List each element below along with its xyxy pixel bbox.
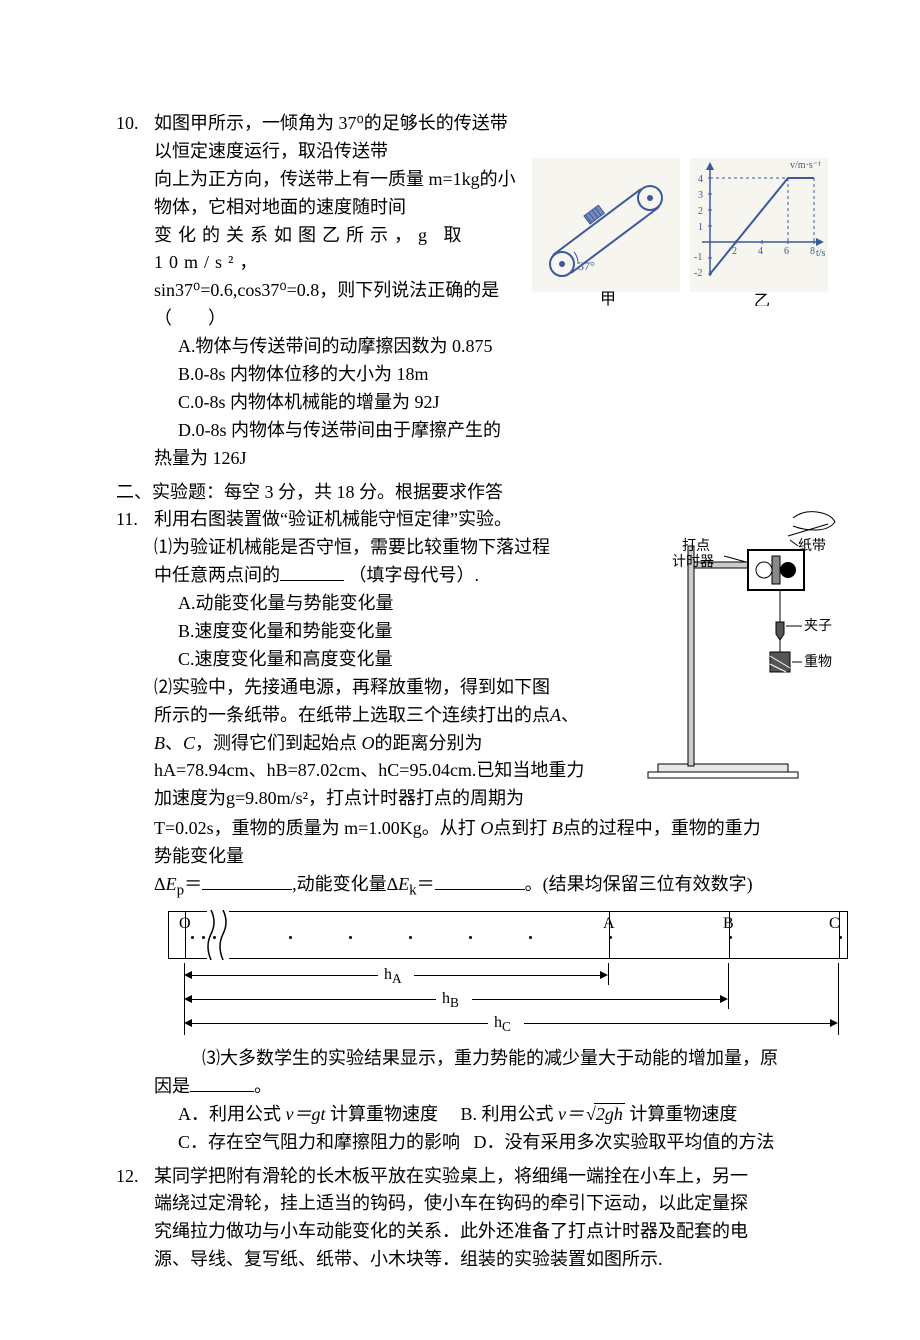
tape-diagram: O A B C (168, 911, 848, 1041)
q11-p1-l2-text: 中任意两点间的 (154, 565, 280, 585)
dim-hA: hA (378, 963, 408, 990)
q12-number: 12. (116, 1163, 154, 1275)
blank-Ep (202, 871, 292, 890)
dim-hB: hB (436, 987, 465, 1014)
angle-label: 37° (578, 259, 595, 273)
t1: ，测得它们到起始点 (195, 733, 357, 753)
svg-text:-1: -1 (694, 252, 702, 263)
q12-l1: 某同学把附有滑轮的长木板平放在实验桌上，将细绳一端拴在小车上，另一 (154, 1163, 830, 1191)
q11-number: 11. (116, 506, 154, 1156)
dim-hC: hC (488, 1011, 517, 1038)
q10-number: 10. (116, 110, 154, 473)
var-C: C (183, 733, 195, 753)
question-10: 10. (116, 110, 830, 473)
blank-Ek (435, 871, 525, 890)
q11-p3-opts-row1: A．利用公式 v＝gt 计算重物速度 B. 利用公式 v＝ 2gh 计算重物速度 (178, 1101, 848, 1129)
svg-text:2: 2 (732, 246, 737, 257)
svg-text:3: 3 (698, 190, 703, 201)
svg-text:v/m·s⁻¹: v/m·s⁻¹ (790, 160, 821, 171)
p3A-b: 计算重物速度 (330, 1104, 438, 1124)
q10-body: 37° 甲 (154, 110, 830, 473)
fig-left-label: 甲 (600, 291, 616, 306)
svg-text:重物: 重物 (804, 654, 832, 670)
fig-right-label: 乙 (754, 293, 770, 306)
mid: ,动能变化量 (292, 874, 387, 894)
p3A-f: v＝gt (281, 1104, 330, 1124)
q11-p2-l2-sep: 、 (561, 705, 579, 725)
q10-optB: B.0-8s 内物体位移的大小为 18m (178, 361, 830, 389)
var-O: O (357, 733, 375, 753)
p3C: C．存在空气阻力和摩擦阻力的影响 (178, 1132, 460, 1152)
q12-l4: 源、导线、复写纸、纸带、小木块等．组装的实验装置如图所示. (154, 1246, 830, 1274)
eq2: ＝ (417, 874, 435, 894)
q11-p3-l2: 因是 。 (154, 1073, 848, 1101)
q10-optD: D.0-8s 内物体与传送带间由于摩擦产生的 (178, 417, 830, 445)
svg-text:计时器: 计时器 (672, 554, 714, 570)
q12-l3: 究绳拉力做功与小车动能变化的关系．此外还准备了打点计时器及配套的电 (154, 1218, 830, 1246)
q11-p3-opts-row2: C．存在空气阻力和摩擦阻力的影响 D．没有采用多次实验取平均值的方法 (178, 1129, 848, 1157)
q11-p2-l2t: 所示的一条纸带。在纸带上选取三个连续打出的点 (154, 705, 550, 725)
svg-text:1: 1 (698, 222, 703, 233)
l6o: O (476, 818, 494, 838)
q10-optA: A.物体与传送带间的动摩擦因数为 0.875 (178, 333, 830, 361)
p3B-b: 计算重物速度 (625, 1104, 738, 1124)
section-2-heading: 二、实验题：每空 3 分，共 18 分。根据要求作答 (116, 479, 830, 507)
Ek-E: E (398, 874, 409, 894)
svg-text:t/s: t/s (816, 248, 826, 259)
svg-text:4: 4 (758, 246, 763, 257)
blank-reason (190, 1073, 254, 1092)
p3D: D．没有采用多次实验取平均值的方法 (474, 1132, 775, 1152)
p3B-rad: 2gh (594, 1103, 625, 1124)
q11-p2-l7: 势能变化量 (154, 843, 848, 871)
l6a: T=0.02s，重物的质量为 m=1.00Kg。从打 (154, 818, 476, 838)
l6b: 点到打 (493, 818, 547, 838)
q11-p3-l1: ⑶大多数学生的实验结果显示，重力势能的减少量大于动能的增加量，原 (202, 1045, 848, 1073)
question-11: 11. 纸带 (116, 506, 830, 1156)
svg-text:4: 4 (698, 174, 703, 185)
svg-text:夹子: 夹子 (804, 618, 832, 634)
q11-p2-l2-A: A (550, 705, 561, 725)
var-B: B (154, 733, 165, 753)
Ek-sub: k (409, 883, 417, 899)
Ep-sub: p (177, 883, 185, 899)
l8end: 。(结果均保留三位有效数字) (525, 874, 753, 894)
blank-1 (280, 562, 344, 581)
eq1: ＝ (184, 874, 202, 894)
question-12: 12. 某同学把附有滑轮的长木板平放在实验桌上，将细绳一端拴在小车上，另一 端绕… (116, 1163, 830, 1275)
q10-optC: C.0-8s 内物体机械能的增量为 92J (178, 389, 830, 417)
svg-text:-2: -2 (694, 268, 702, 279)
l6bb: B (547, 818, 563, 838)
q11-apparatus: 纸带 (628, 506, 848, 815)
p3B-f: v＝ (554, 1104, 585, 1124)
t2: 的距离分别为 (375, 733, 483, 753)
l6c: 点的过程中，重物的重力 (563, 818, 761, 838)
q11-p2-l8: ΔEp＝,动能变化量ΔEk＝。(结果均保留三位有效数字) (154, 871, 848, 903)
Ep-E: E (166, 874, 177, 894)
exam-page: 10. (0, 0, 920, 1340)
q12-l2: 端绕过定滑轮，挂上适当的钩码，使小车在钩码的牵引下运动，以此定量探 (154, 1190, 830, 1218)
svg-text:8: 8 (810, 246, 815, 257)
p3A-a: A．利用公式 (178, 1104, 281, 1124)
p3l2a: 因是 (154, 1076, 190, 1096)
q10-optD2: 热量为 126J (154, 445, 830, 473)
tape-break-icon (207, 910, 229, 960)
q11-p2-l6: T=0.02s，重物的质量为 m=1.00Kg。从打 O点到打 B点的过程中，重… (154, 815, 848, 843)
svg-text:2: 2 (698, 206, 703, 217)
p3B-a: B. 利用公式 (461, 1104, 554, 1124)
p3l2b: 。 (254, 1076, 272, 1096)
svg-text:6: 6 (784, 246, 789, 257)
q10-figure: 37° 甲 (530, 156, 830, 315)
svg-text:打点: 打点 (682, 537, 710, 554)
q11-p1-l2b: （填字母代号）. (349, 565, 480, 585)
sep1: 、 (165, 733, 183, 753)
sqrt-icon: 2gh (584, 1101, 625, 1129)
